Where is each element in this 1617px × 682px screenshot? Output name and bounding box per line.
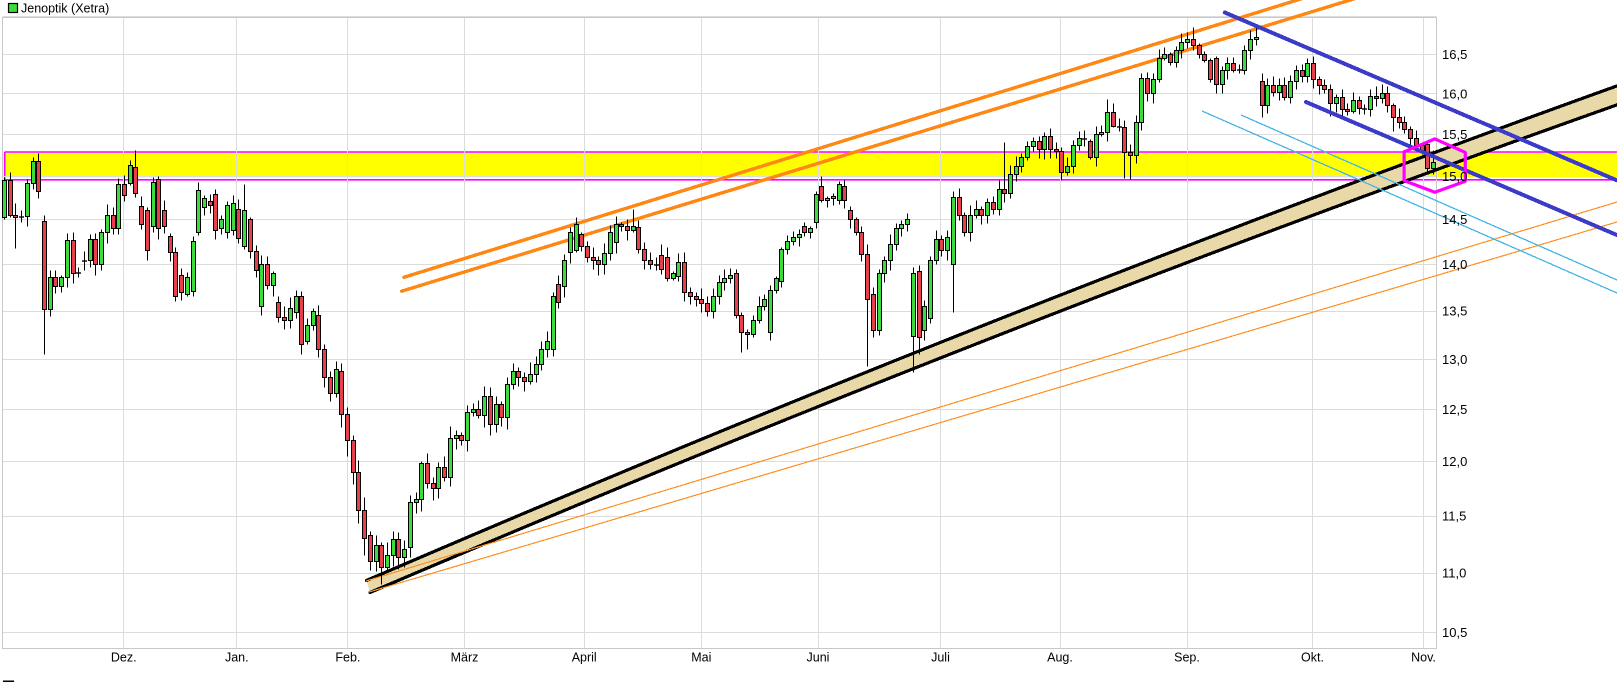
- svg-text:11,0: 11,0: [1442, 566, 1466, 581]
- svg-text:Aug.: Aug.: [1047, 651, 1073, 665]
- svg-text:15,5: 15,5: [1442, 127, 1467, 142]
- svg-text:11,5: 11,5: [1442, 509, 1466, 524]
- svg-text:Juli: Juli: [931, 651, 950, 665]
- svg-text:März: März: [451, 651, 479, 665]
- svg-text:16,5: 16,5: [1442, 47, 1467, 62]
- svg-text:Mai: Mai: [691, 651, 711, 665]
- svg-text:10,5: 10,5: [1442, 625, 1467, 640]
- svg-text:Jenoptik (Xetra): Jenoptik (Xetra): [21, 2, 109, 16]
- svg-text:13,0: 13,0: [1442, 352, 1467, 367]
- svg-text:April: April: [572, 651, 597, 665]
- svg-text:15,0: 15,0: [1442, 169, 1467, 184]
- svg-text:Juni: Juni: [807, 651, 830, 665]
- svg-text:Okt.: Okt.: [1301, 651, 1324, 665]
- svg-text:14,5: 14,5: [1442, 212, 1467, 227]
- svg-text:13,5: 13,5: [1442, 304, 1467, 319]
- svg-text:12,5: 12,5: [1442, 402, 1467, 417]
- svg-text:Dez.: Dez.: [111, 651, 137, 665]
- svg-text:Nov.: Nov.: [1411, 651, 1436, 665]
- svg-text:16,0: 16,0: [1442, 86, 1467, 101]
- svg-text:12,0: 12,0: [1442, 454, 1467, 469]
- svg-text:Feb.: Feb.: [335, 651, 360, 665]
- svg-text:14,0: 14,0: [1442, 257, 1467, 272]
- svg-text:Jan.: Jan.: [225, 651, 249, 665]
- svg-text:Sep.: Sep.: [1174, 651, 1200, 665]
